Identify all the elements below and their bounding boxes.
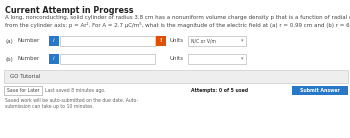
Text: Current Attempt in Progress: Current Attempt in Progress: [5, 6, 133, 15]
Text: from the cylinder axis: p = Ar². For A = 2.7 µC/m⁵, what is the magnitude of the: from the cylinder axis: p = Ar². For A =…: [5, 22, 350, 28]
FancyBboxPatch shape: [60, 54, 155, 64]
Text: !: !: [160, 39, 162, 43]
Text: Number: Number: [18, 56, 40, 62]
FancyBboxPatch shape: [49, 36, 59, 46]
Text: Last saved 8 minutes ago.: Last saved 8 minutes ago.: [45, 88, 105, 93]
Text: (b): (b): [5, 56, 13, 62]
FancyBboxPatch shape: [4, 86, 42, 95]
Text: N/C or V/m: N/C or V/m: [191, 39, 216, 43]
Text: Submit Answer: Submit Answer: [300, 88, 340, 93]
Text: Units: Units: [170, 56, 184, 62]
Text: ▾: ▾: [240, 56, 243, 62]
Text: Number: Number: [18, 39, 40, 43]
FancyBboxPatch shape: [60, 36, 155, 46]
Text: Saved work will be auto-submitted on the due date. Auto-: Saved work will be auto-submitted on the…: [5, 98, 138, 103]
FancyBboxPatch shape: [292, 86, 348, 95]
FancyBboxPatch shape: [188, 36, 246, 46]
Text: A long, nonconducting, solid cylinder of radius 3.8 cm has a nonuniform volume c: A long, nonconducting, solid cylinder of…: [5, 15, 350, 20]
FancyBboxPatch shape: [4, 70, 348, 83]
Text: submission can take up to 10 minutes.: submission can take up to 10 minutes.: [5, 104, 94, 109]
Text: GO Tutorial: GO Tutorial: [10, 74, 40, 79]
Text: ▾: ▾: [240, 39, 243, 43]
FancyBboxPatch shape: [49, 54, 59, 64]
Text: i: i: [53, 39, 55, 43]
Text: Save for Later: Save for Later: [7, 88, 39, 93]
Text: Units: Units: [170, 39, 184, 43]
Text: (a): (a): [5, 39, 13, 43]
FancyBboxPatch shape: [188, 54, 246, 64]
Text: Attempts: 0 of 5 used: Attempts: 0 of 5 used: [191, 88, 248, 93]
Text: i: i: [53, 56, 55, 62]
FancyBboxPatch shape: [156, 36, 166, 46]
